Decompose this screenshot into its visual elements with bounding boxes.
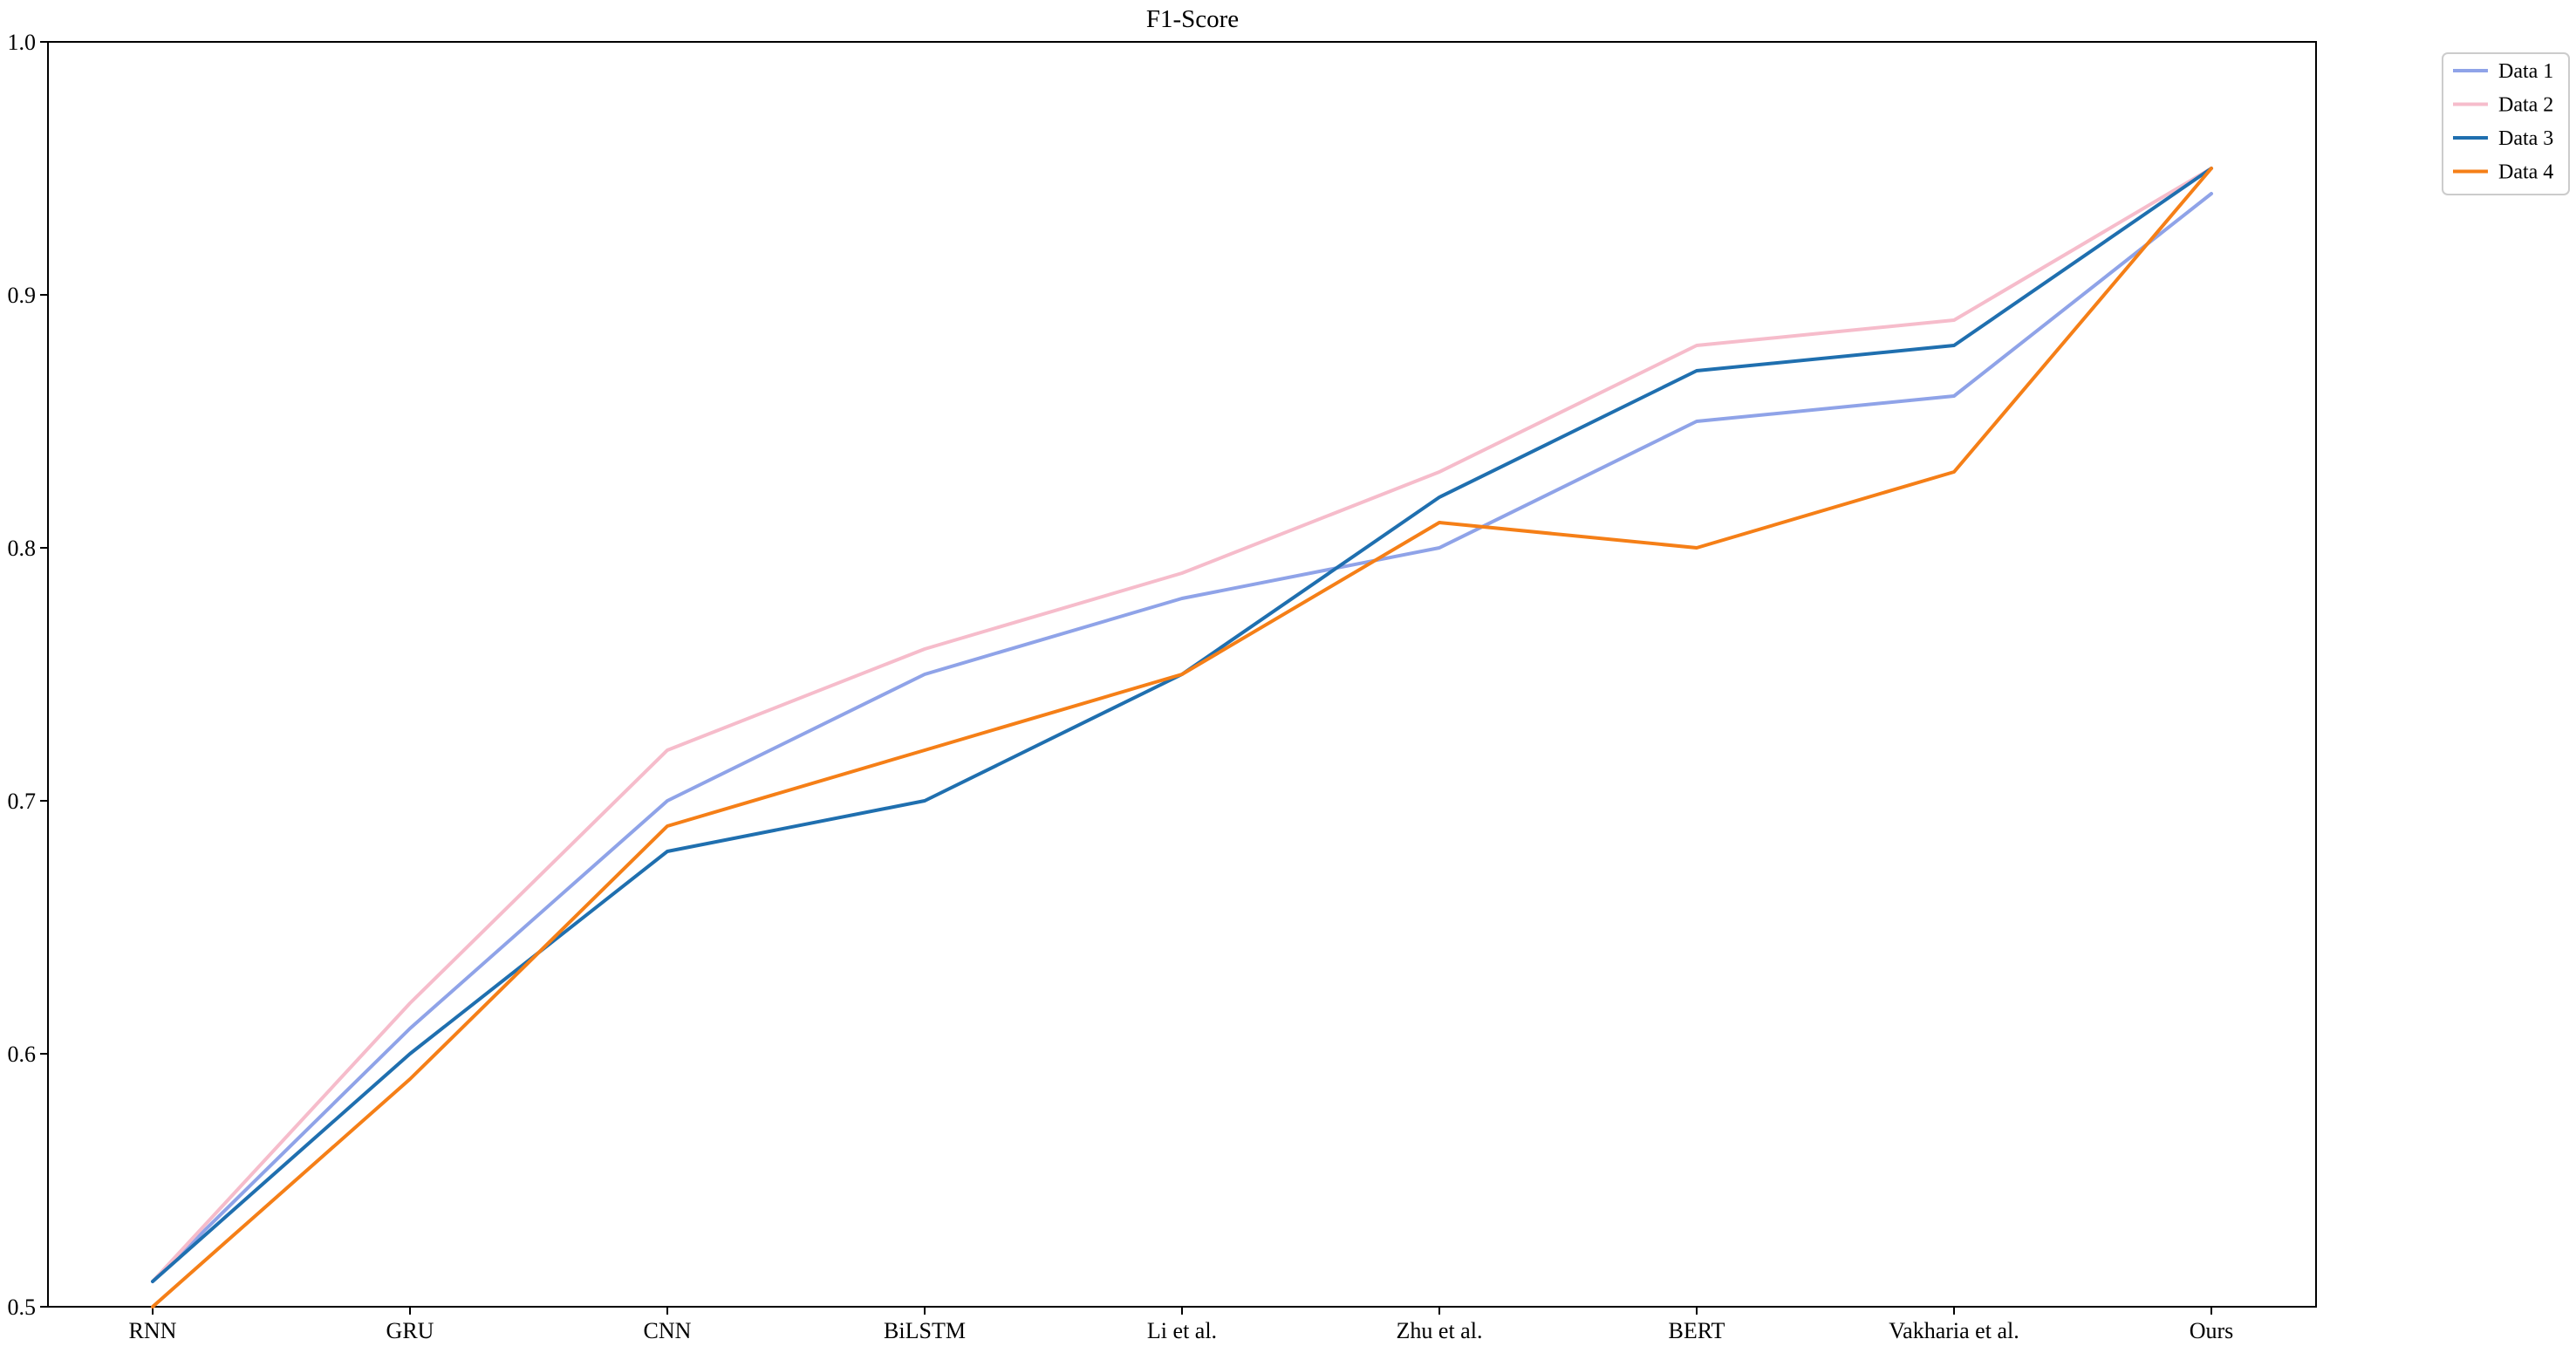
series-line-data-1 bbox=[151, 192, 2213, 1283]
x-tick-label: BERT bbox=[1669, 1318, 1725, 1343]
y-tick-label: 0.8 bbox=[8, 536, 37, 561]
y-tick-label: 0.9 bbox=[8, 283, 37, 308]
series-layer bbox=[151, 167, 2213, 1308]
legend-label: Data 4 bbox=[2498, 161, 2553, 184]
x-tick-label: Li et al. bbox=[1147, 1318, 1217, 1343]
x-tick-label: Zhu et al. bbox=[1397, 1318, 1483, 1343]
x-tick-label: GRU bbox=[386, 1318, 434, 1343]
x-tick-label: Ours bbox=[2190, 1318, 2234, 1343]
legend-box bbox=[2442, 52, 2570, 195]
x-tick-label: BiLSTM bbox=[884, 1318, 966, 1343]
x-axis: RNN GRU CNN BiLSTM Li et al. Zhu et al. BERT Va… bbox=[129, 1307, 2234, 1343]
x-tick-label: Vakharia et al. bbox=[1889, 1318, 2019, 1343]
y-tick-label: 1.0 bbox=[8, 30, 37, 55]
legend: Data 1 Data 2 Data 3 Data 4 bbox=[2442, 52, 2570, 195]
y-tick-label: 0.7 bbox=[8, 789, 37, 814]
series-line-data-4 bbox=[151, 167, 2213, 1308]
y-axis: 0.5 0.6 0.7 0.8 0.9 1.0 bbox=[8, 30, 48, 1320]
legend-label: Data 3 bbox=[2498, 127, 2553, 150]
chart-title: F1-Score bbox=[1146, 5, 1239, 33]
series-line-data-2 bbox=[151, 167, 2213, 1283]
legend-label: Data 1 bbox=[2498, 60, 2553, 83]
y-tick-label: 0.6 bbox=[8, 1042, 37, 1067]
x-tick-label: RNN bbox=[129, 1318, 177, 1343]
x-tick-label: CNN bbox=[644, 1318, 692, 1343]
legend-label: Data 2 bbox=[2498, 94, 2553, 117]
series-line-data-3 bbox=[151, 167, 2213, 1283]
y-tick-label: 0.5 bbox=[8, 1295, 37, 1320]
